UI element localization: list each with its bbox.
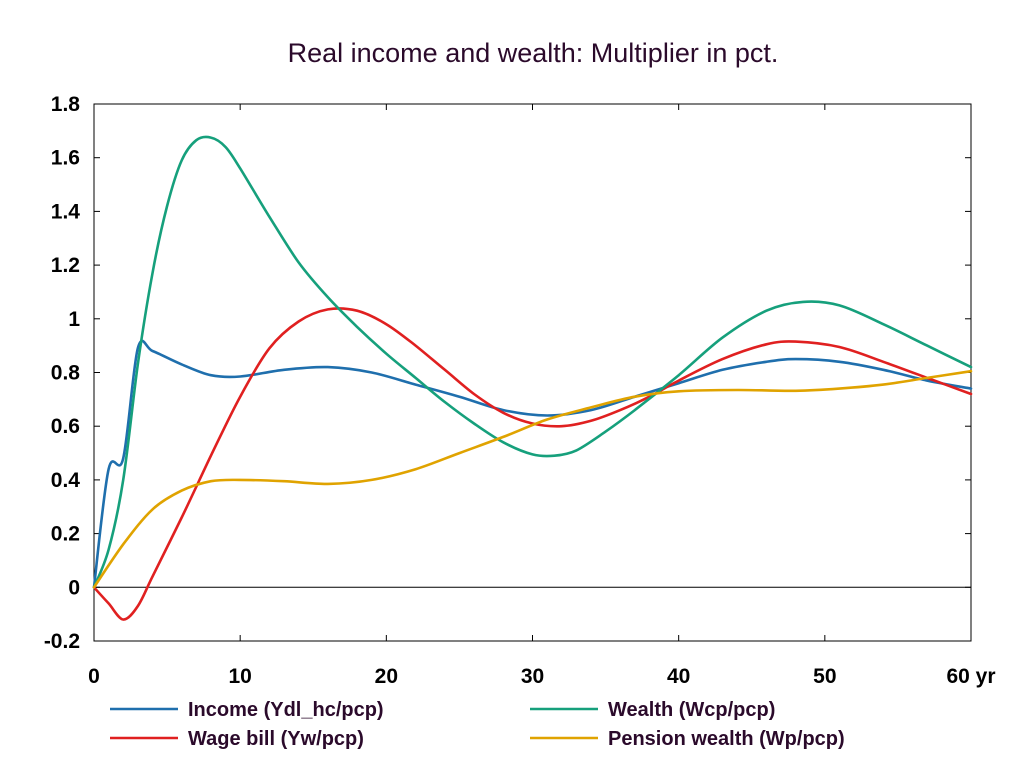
y-tick-label: 1.4 <box>51 200 81 223</box>
x-tick-label: 40 <box>667 665 690 688</box>
x-tick-label: 60 yr <box>946 665 995 688</box>
series-line-wage-bill-yw-pcp <box>92 307 973 621</box>
x-tick-label: 30 <box>521 665 544 688</box>
series-line-wealth-wcp-pcp <box>92 135 973 589</box>
legend-label: Wealth (Wcp/pcp) <box>608 699 775 721</box>
y-tick-label: -0.2 <box>44 630 80 653</box>
x-axis: 0 10 20 30 40 50 60 yr <box>88 104 996 688</box>
y-tick-label: 0 <box>68 576 80 599</box>
legend-label: Pension wealth (Wp/pcp) <box>608 728 845 750</box>
x-tick-label: 0 <box>88 665 100 688</box>
x-tick-label: 10 <box>228 665 251 688</box>
y-tick-label: 0.8 <box>51 362 81 385</box>
plot-area-frame <box>93 103 972 642</box>
y-tick-label: 1.2 <box>51 254 80 277</box>
series-lines <box>92 135 973 621</box>
y-axis: -0.2 0 0.2 0.4 0.6 0.8 1 1.2 1.4 1.6 1.8 <box>44 93 971 653</box>
y-tick-label: 1.8 <box>51 93 81 116</box>
y-tick-label: 0.6 <box>51 415 80 438</box>
chart-title: Real income and wealth: Multiplier in pc… <box>288 38 779 68</box>
legend-label: Wage bill (Yw/pcp) <box>188 728 364 750</box>
legend: Income (Ydl_hc/pcp) Wage bill (Yw/pcp) Wea… <box>110 699 845 750</box>
x-tick-label: 50 <box>813 665 836 688</box>
legend-label: Income (Ydl_hc/pcp) <box>188 699 384 721</box>
series-line-income-ydl-hc-pcp <box>92 339 973 589</box>
y-tick-label: 0.4 <box>51 469 81 492</box>
x-tick-label: 20 <box>375 665 398 688</box>
y-tick-label: 1.6 <box>51 147 80 170</box>
series-line-pension-wealth-wp-pcp <box>92 369 973 589</box>
y-tick-label: 0.2 <box>51 523 80 546</box>
y-tick-label: 1 <box>68 308 80 331</box>
